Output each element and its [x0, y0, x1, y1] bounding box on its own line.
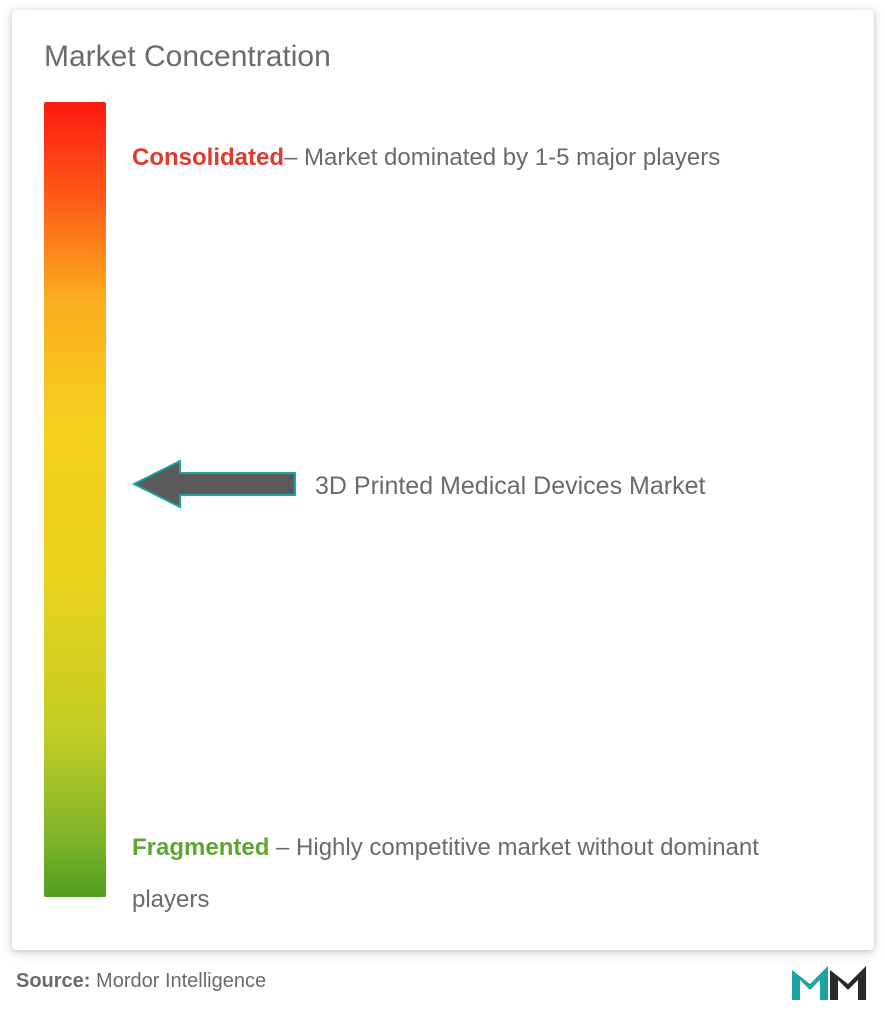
- fragmented-block: Fragmented – Highly competitive market w…: [132, 822, 842, 925]
- fragmented-text: Fragmented – Highly competitive market w…: [132, 822, 842, 925]
- consolidated-text: Consolidated– Market dominated by 1-5 ma…: [132, 132, 842, 184]
- source-value: Mordor Intelligence: [96, 970, 266, 992]
- text-column: Consolidated– Market dominated by 1-5 ma…: [132, 102, 842, 922]
- mi-logo-icon: [790, 960, 868, 1002]
- source-text: Source: Mordor Intelligence: [16, 970, 266, 993]
- concentration-gradient-bar: [44, 102, 106, 897]
- content-row: Consolidated– Market dominated by 1-5 ma…: [44, 102, 842, 922]
- consolidated-term: Consolidated: [132, 144, 284, 171]
- consolidated-block: Consolidated– Market dominated by 1-5 ma…: [132, 132, 842, 184]
- fragmented-term: Fragmented: [132, 834, 269, 861]
- arrow-left-icon: [132, 457, 297, 516]
- market-name-label: 3D Printed Medical Devices Market: [315, 467, 705, 506]
- info-card: Market Concentration Consolidated– Marke…: [12, 10, 874, 950]
- market-pointer-block: 3D Printed Medical Devices Market: [132, 457, 842, 516]
- card-title: Market Concentration: [44, 40, 842, 74]
- footer-row: Source: Mordor Intelligence: [16, 960, 868, 1002]
- consolidated-rest: – Market dominated by 1-5 major players: [284, 144, 720, 171]
- source-label: Source:: [16, 970, 96, 992]
